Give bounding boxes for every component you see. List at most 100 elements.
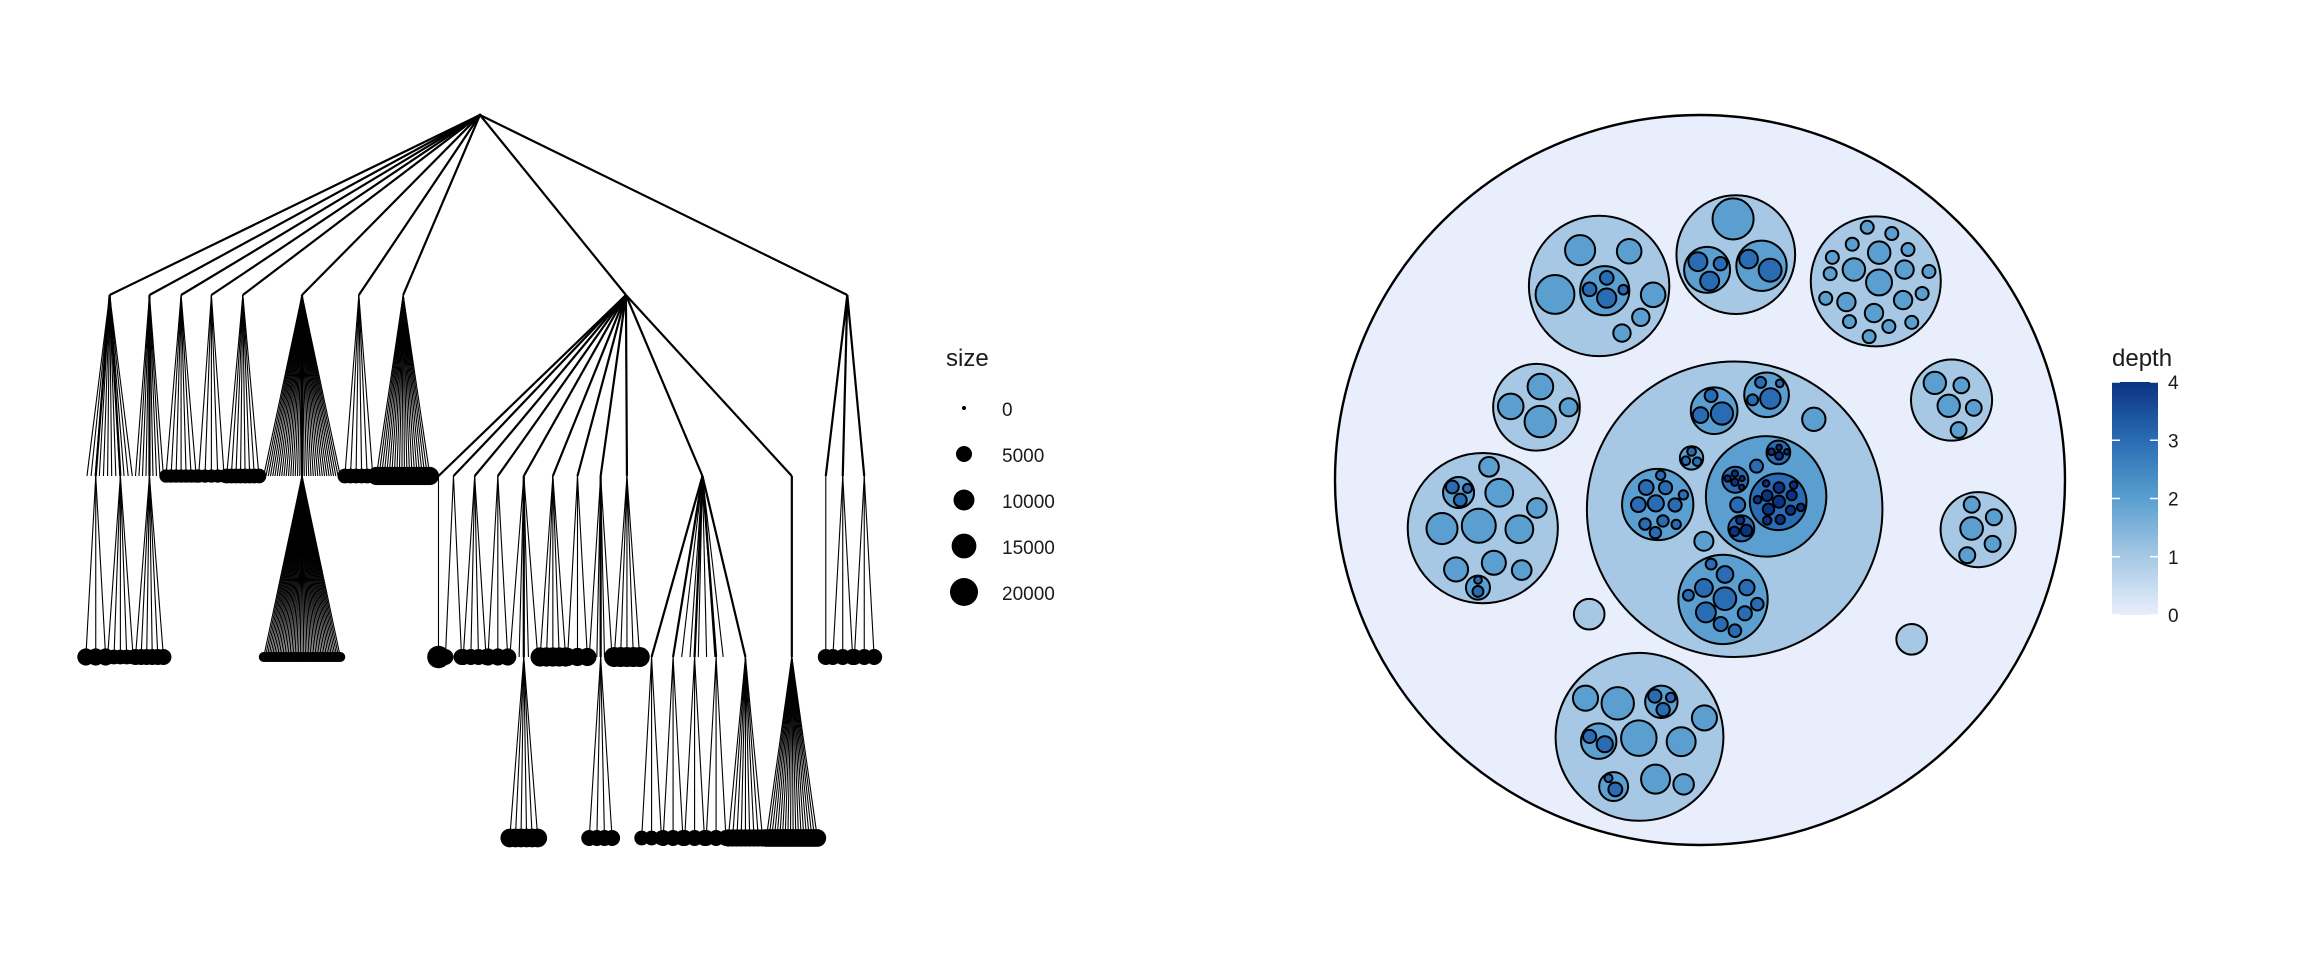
tree-edge xyxy=(109,294,117,477)
pack-group xyxy=(1665,726,1697,758)
depth-colorbar-label: 2 xyxy=(2168,490,2179,511)
pack-group xyxy=(1333,113,2067,847)
tree-edge xyxy=(715,656,727,839)
size-legend-label: 15000 xyxy=(1002,538,1055,559)
pack-group xyxy=(1703,388,1719,404)
pack-group xyxy=(1750,596,1765,612)
tree-edge xyxy=(701,475,747,658)
depth-colorbar-title: depth xyxy=(2112,345,2172,372)
pack-group xyxy=(1861,329,1877,345)
pack-circle xyxy=(1595,735,1614,754)
tree-edge xyxy=(358,294,374,477)
tree-leaf xyxy=(578,647,597,667)
pack-group xyxy=(1460,507,1497,544)
size-legend-key xyxy=(953,489,975,511)
pack-group xyxy=(1637,479,1655,496)
tree-edge xyxy=(462,475,476,658)
tree-edge xyxy=(600,475,613,658)
pack-group xyxy=(1895,622,1928,656)
tree-edge xyxy=(148,475,153,658)
pack-group xyxy=(1822,266,1838,282)
pack-group xyxy=(1739,523,1754,538)
tree-edges xyxy=(85,114,875,839)
pack-circle xyxy=(1841,257,1867,282)
pack-circle xyxy=(1425,512,1459,546)
pack-circle xyxy=(1730,477,1740,487)
pack-group xyxy=(1527,214,1671,358)
tree-edge xyxy=(689,475,703,658)
tree-edge xyxy=(552,475,567,658)
size-legend-key xyxy=(950,578,978,606)
tree-edge xyxy=(523,656,539,839)
size-legend-label: 5000 xyxy=(1002,446,1044,467)
pack-circle xyxy=(1596,287,1618,309)
tree-edge xyxy=(109,294,129,477)
pack-circle xyxy=(1844,236,1860,252)
pack-group xyxy=(1729,496,1747,514)
tree-edge xyxy=(651,656,663,839)
tree-edge xyxy=(479,114,848,296)
pack-group xyxy=(1749,458,1765,474)
tree-edge xyxy=(301,475,341,658)
tree-edge xyxy=(437,294,627,477)
pack-circle xyxy=(1859,219,1875,235)
tree-edge xyxy=(109,294,133,477)
tree-edge xyxy=(107,294,111,477)
pack-group xyxy=(1664,691,1677,704)
dendrogram-plot xyxy=(77,113,883,848)
tree-edge xyxy=(576,294,627,477)
pack-group xyxy=(1774,450,1785,461)
tree-edge xyxy=(596,475,602,658)
pack-group xyxy=(1788,480,1799,490)
tree-edge xyxy=(518,475,525,658)
tree-root xyxy=(478,113,482,117)
tree-edge xyxy=(684,656,696,839)
pack-circle xyxy=(1667,497,1683,513)
tree-edge xyxy=(85,475,97,658)
tree-edge xyxy=(148,294,164,477)
tree-edge xyxy=(119,475,128,658)
pack-group xyxy=(1564,234,1597,267)
tree-edge xyxy=(109,294,121,477)
tree-edge xyxy=(402,114,482,296)
tree-edge xyxy=(567,475,579,658)
tree-edge xyxy=(671,475,704,658)
pack-circle xyxy=(1865,268,1894,297)
tree-edge xyxy=(545,475,554,658)
tree-edge xyxy=(727,656,746,839)
tree-edge xyxy=(551,294,627,477)
pack-group xyxy=(1620,719,1658,757)
tree-edge xyxy=(701,475,724,658)
pack-group xyxy=(1704,557,1718,571)
tree-leaf xyxy=(604,830,621,846)
pack-group xyxy=(1949,421,1968,439)
pack-group xyxy=(1464,574,1491,601)
tree-edge xyxy=(832,475,844,658)
pack-group xyxy=(1526,372,1555,401)
pack-circle xyxy=(1712,616,1729,633)
tree-edge xyxy=(509,475,525,658)
pack-circle xyxy=(1774,378,1785,389)
pack-group xyxy=(1738,483,1746,491)
pack-circle xyxy=(1895,622,1928,656)
tree-edge xyxy=(841,294,849,477)
pack-group xyxy=(1648,526,1663,540)
pack-group xyxy=(1444,479,1460,495)
pack-group xyxy=(1746,393,1760,407)
pack-group xyxy=(1607,781,1624,798)
pack-circle xyxy=(1699,270,1721,292)
pack-group xyxy=(1863,302,1885,324)
pack-circle xyxy=(1788,480,1799,490)
pack-circle xyxy=(1655,702,1671,718)
pack-circle xyxy=(1686,446,1697,457)
pack-group xyxy=(1442,475,1476,510)
pack-circle xyxy=(1484,477,1515,508)
tree-edge xyxy=(138,294,151,477)
pack-circle xyxy=(1841,314,1857,330)
pack-circle xyxy=(1478,455,1500,478)
pack-circle xyxy=(1581,281,1598,298)
tree-edge xyxy=(740,656,746,839)
tree-edge xyxy=(148,294,154,477)
size-legend-key xyxy=(962,406,966,410)
pack-group xyxy=(1558,397,1579,418)
